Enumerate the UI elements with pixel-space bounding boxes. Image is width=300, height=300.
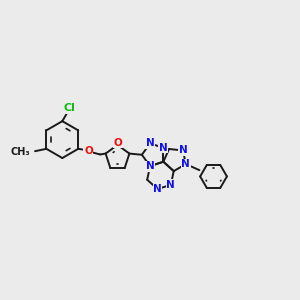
Text: O: O — [84, 146, 93, 157]
Text: N: N — [146, 139, 154, 148]
Text: N: N — [159, 143, 168, 153]
Text: N: N — [178, 146, 187, 155]
Text: N: N — [153, 184, 162, 194]
Text: N: N — [146, 161, 154, 171]
Text: N: N — [182, 159, 190, 169]
Text: CH₃: CH₃ — [10, 147, 30, 158]
Text: N: N — [167, 180, 175, 190]
Text: O: O — [113, 138, 122, 148]
Text: Cl: Cl — [64, 103, 75, 113]
